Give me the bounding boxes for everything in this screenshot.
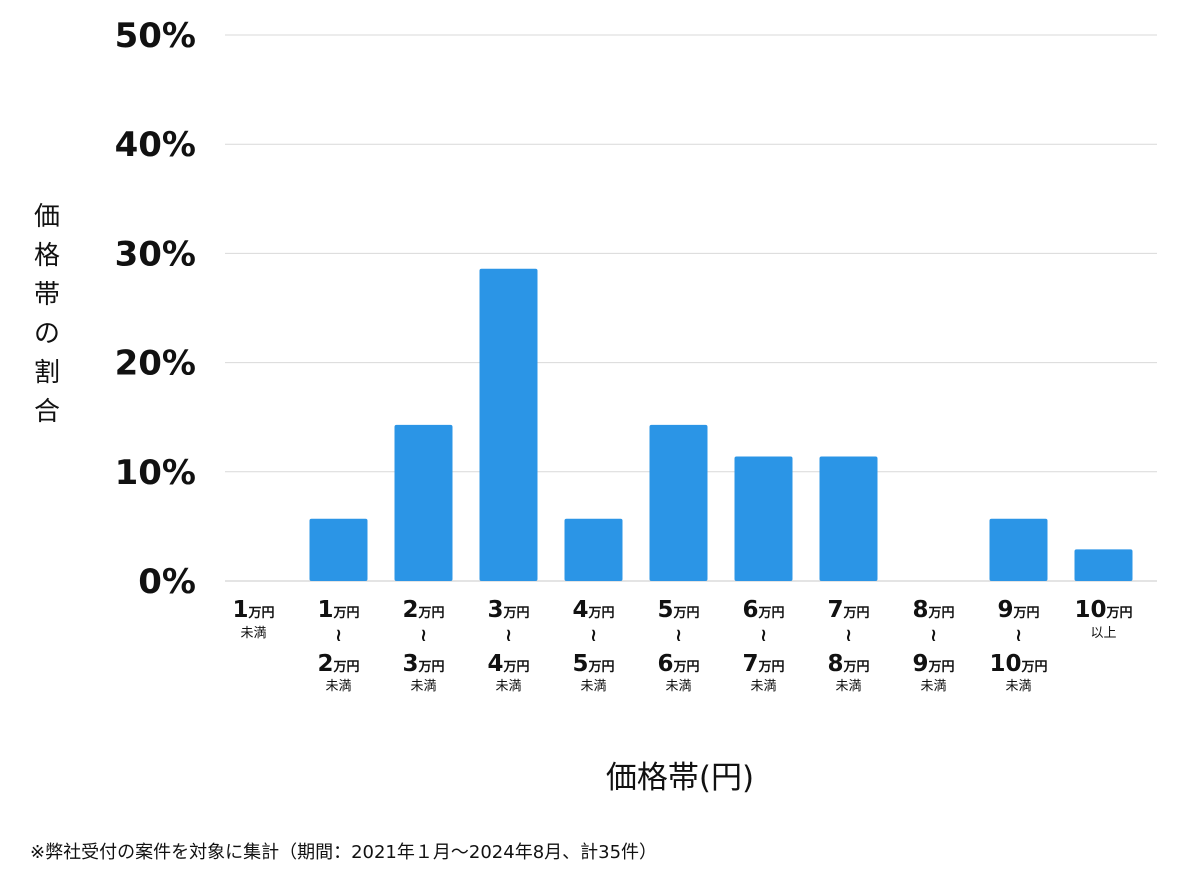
x-tick-label: 7万円 [827, 597, 869, 623]
x-tick-label-upper: 4万円 [487, 651, 529, 677]
y-axis-label-char: 割 [33, 358, 60, 388]
x-tick-label: 4万円 [572, 597, 614, 623]
range-tilde: ≀ [1015, 625, 1022, 646]
y-axis-label-char: 合 [33, 397, 60, 427]
range-tilde: ≀ [590, 625, 597, 646]
x-tick-sublabel: 未満 [835, 679, 861, 694]
x-tick-sublabel: 未満 [750, 679, 776, 694]
bar [309, 518, 368, 581]
y-tick-label: 20% [115, 344, 196, 384]
x-tick-label: 9万円 [997, 597, 1039, 623]
bar [394, 424, 453, 581]
x-tick-sublabel: 以上 [1090, 626, 1116, 641]
range-tilde: ≀ [845, 625, 852, 646]
x-tick-label-upper: 6万円 [657, 651, 699, 677]
x-tick-label-upper: 8万円 [827, 651, 869, 677]
x-tick-sublabel: 未満 [920, 679, 946, 694]
y-axis-label-char: 帯 [33, 280, 60, 310]
bar [479, 268, 538, 581]
x-tick-label-upper: 9万円 [912, 651, 954, 677]
y-axis-label-char: 価 [33, 202, 60, 232]
y-tick-label: 0% [138, 562, 196, 602]
x-tick-sublabel: 未満 [495, 679, 521, 694]
bar [1074, 549, 1133, 581]
x-tick-label: 1万円 [317, 597, 359, 623]
x-axis-label: 価格帯(円) [605, 760, 755, 796]
y-axis-label-char: の [33, 319, 60, 349]
x-tick-sublabel: 未満 [580, 679, 606, 694]
bar [564, 518, 623, 581]
x-tick-sublabel: 未満 [1005, 679, 1031, 694]
x-tick-label-upper: 10万円 [989, 651, 1047, 677]
x-tick-sublabel: 未満 [665, 679, 691, 694]
x-tick-sublabel: 未満 [410, 679, 436, 694]
y-axis-label-char: 格 [33, 241, 60, 271]
range-tilde: ≀ [675, 625, 682, 646]
x-tick-label: 6万円 [742, 597, 784, 623]
bar [819, 456, 878, 581]
y-tick-label: 30% [115, 234, 196, 274]
y-tick-label: 10% [115, 453, 196, 493]
x-tick-label-upper: 5万円 [572, 651, 614, 677]
y-tick-label: 40% [115, 125, 196, 165]
x-tick-label: 1万円 [232, 597, 274, 623]
footnote: ※弊社受付の案件を対象に集計（期間：2021年１月～2024年8月、計35件） [30, 842, 658, 863]
x-tick-label: 2万円 [402, 597, 444, 623]
x-tick-label: 5万円 [657, 597, 699, 623]
range-tilde: ≀ [760, 625, 767, 646]
y-tick-label: 50% [115, 16, 196, 56]
range-tilde: ≀ [335, 625, 342, 646]
x-tick-label: 10万円 [1074, 597, 1132, 623]
x-tick-label: 8万円 [912, 597, 954, 623]
range-tilde: ≀ [930, 625, 937, 646]
x-tick-label-upper: 3万円 [402, 651, 444, 677]
range-tilde: ≀ [505, 625, 512, 646]
bar [989, 518, 1048, 581]
x-tick-label-upper: 2万円 [317, 651, 359, 677]
x-tick-sublabel: 未満 [240, 626, 266, 641]
range-tilde: ≀ [420, 625, 427, 646]
x-tick-sublabel: 未満 [325, 679, 351, 694]
bar [734, 456, 793, 581]
x-tick-label-upper: 7万円 [742, 651, 784, 677]
bar [649, 424, 708, 581]
x-tick-label: 3万円 [487, 597, 529, 623]
